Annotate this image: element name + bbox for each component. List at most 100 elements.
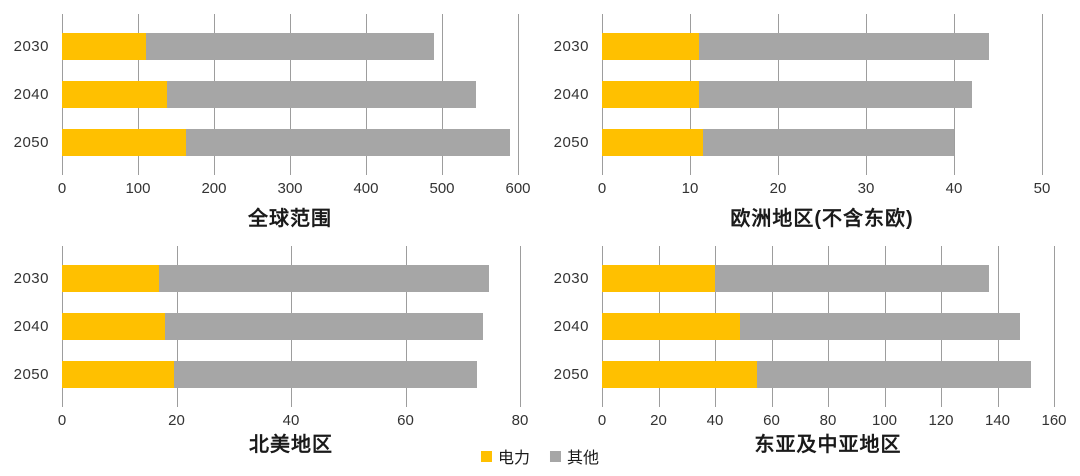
x-tick-label: 0: [57, 412, 67, 429]
stacked-bar: [602, 80, 1042, 108]
bar-row-2050: 2050: [14, 118, 518, 166]
plot-area: 2030 2040 2050: [14, 246, 521, 407]
plot-area: 2030 2040 2050: [554, 14, 1043, 175]
bar-row-2040: 2040: [554, 70, 1042, 118]
x-tick-label: 10: [681, 180, 699, 197]
x-tick-label: 140: [984, 412, 1011, 429]
y-axis-label: 2030: [13, 37, 49, 55]
legend-label: 其他: [567, 450, 600, 467]
bar-segment-other: [185, 128, 511, 156]
x-tick-label: 600: [505, 180, 531, 197]
x-tick-label: 30: [857, 180, 875, 197]
x-axis: 0 10 20 30 40 50: [598, 180, 1051, 200]
x-tick-label: 100: [871, 412, 898, 429]
x-tick-label: 300: [277, 180, 303, 197]
bar-segment-other: [698, 32, 990, 60]
bar-row-2050: 2050: [14, 350, 520, 398]
chart-east-central-asia: 2030 2040 2050 0 20 40 60 80 100 120 140 160 东亚及中亚…: [540, 232, 1080, 456]
chart-europe-excl-eastern: 2030 2040 2050 0 10 20 30 40 50 欧洲地区(不含东欧): [540, 0, 1080, 232]
legend-item-other: 其他: [550, 444, 599, 468]
bar-segment-electricity: [602, 360, 758, 388]
bar-segment-other: [173, 360, 478, 388]
x-axis: 0 100 200 300 400 500 600: [58, 180, 531, 200]
bar-segment-other: [165, 312, 483, 340]
stacked-bar: [602, 312, 1054, 340]
x-tick-label: 60: [763, 412, 780, 429]
bar-segment-electricity: [602, 80, 699, 108]
x-tick-label: 120: [928, 412, 954, 429]
bar-segment-electricity: [62, 80, 167, 108]
x-tick-label: 100: [125, 180, 151, 197]
other-swatch-icon: [550, 450, 561, 462]
stacked-bar: [62, 360, 520, 388]
bar-segment-other: [703, 128, 954, 156]
stacked-bar: [62, 32, 518, 60]
x-tick-label: 0: [57, 180, 67, 197]
x-tick-label: 200: [201, 180, 227, 197]
bar-row-2030: 2030: [554, 22, 1042, 70]
bar-row-2040: 2040: [14, 302, 520, 350]
bar-segment-electricity: [62, 360, 174, 388]
x-tick-label: 40: [706, 412, 724, 429]
plot-area: 2030 2040 2050: [14, 14, 519, 175]
x-tick-label: 40: [282, 412, 300, 429]
x-tick-label: 0: [597, 180, 607, 197]
x-axis: 0 20 40 60 80 100 120 140 160: [598, 412, 1067, 432]
bar-segment-other: [757, 360, 1032, 388]
y-axis-label: 2050: [553, 365, 589, 383]
x-axis: 0 20 40 60 80: [58, 412, 529, 432]
bar-segment-electricity: [602, 264, 715, 292]
stacked-bar: [602, 264, 1054, 292]
plot-area: 2030 2040 2050: [554, 246, 1055, 407]
x-tick-label: 500: [429, 180, 455, 197]
y-axis-label: 2030: [553, 37, 589, 55]
stacked-bar: [62, 128, 518, 156]
x-tick-label: 80: [511, 412, 529, 429]
x-tick-label: 80: [819, 412, 837, 429]
chart-global-scope: 2030 2040 2050 0 100 200 300 400 500 600 全球范围: [0, 0, 540, 232]
x-tick-label: 60: [397, 412, 414, 429]
chart-title: 全球范围: [248, 208, 332, 230]
x-tick-label: 160: [1041, 412, 1067, 429]
y-axis-label: 2040: [13, 85, 49, 103]
x-tick-label: 400: [353, 180, 379, 197]
electricity-swatch-icon: [480, 450, 492, 462]
bar-row-2030: 2030: [14, 254, 520, 302]
bar-row-2050: 2050: [554, 350, 1054, 398]
bar-segment-other: [166, 80, 477, 108]
bar-segment-electricity: [62, 312, 166, 340]
bar-row-2030: 2030: [554, 254, 1054, 302]
y-axis-label: 2050: [553, 133, 589, 151]
stacked-bar: [62, 312, 520, 340]
x-tick-label: 20: [769, 180, 787, 197]
bar-segment-other: [698, 80, 972, 108]
bar-row-2030: 2030: [14, 22, 518, 70]
stacked-bar: [602, 360, 1054, 388]
legend-label: 电力: [497, 450, 530, 467]
x-tick-label: 20: [168, 412, 185, 429]
bar-segment-other: [740, 312, 1021, 340]
bar-segment-electricity: [62, 32, 146, 60]
y-axis-label: 2040: [13, 317, 49, 335]
chart-north-america: 2030 2040 2050 0 20 40 60 80 北美地区: [0, 232, 540, 456]
gridline: [1054, 246, 1055, 407]
bar-segment-electricity: [602, 32, 699, 60]
stacked-bar: [602, 128, 1042, 156]
legend: 电力 其他: [480, 444, 599, 468]
chart-grid: 2030 2040 2050 0 100 200 300 400 500 600 全球范围 20…: [0, 0, 1080, 456]
bar-row-2040: 2040: [14, 70, 518, 118]
bar-row-2040: 2040: [554, 302, 1054, 350]
bar-row-2050: 2050: [554, 118, 1042, 166]
stacked-bar: [62, 80, 518, 108]
y-axis-label: 2050: [13, 133, 49, 151]
chart-title: 欧洲地区(不含东欧): [730, 208, 914, 230]
chart-title: 东亚及中亚地区: [754, 434, 902, 456]
bar-segment-other: [715, 264, 990, 292]
y-axis-label: 2040: [553, 85, 589, 103]
bar-segment-electricity: [602, 128, 704, 156]
bar-segment-electricity: [602, 312, 741, 340]
chart-title: 北美地区: [249, 434, 333, 456]
y-axis-label: 2040: [553, 317, 589, 335]
y-axis-label: 2050: [13, 365, 49, 383]
